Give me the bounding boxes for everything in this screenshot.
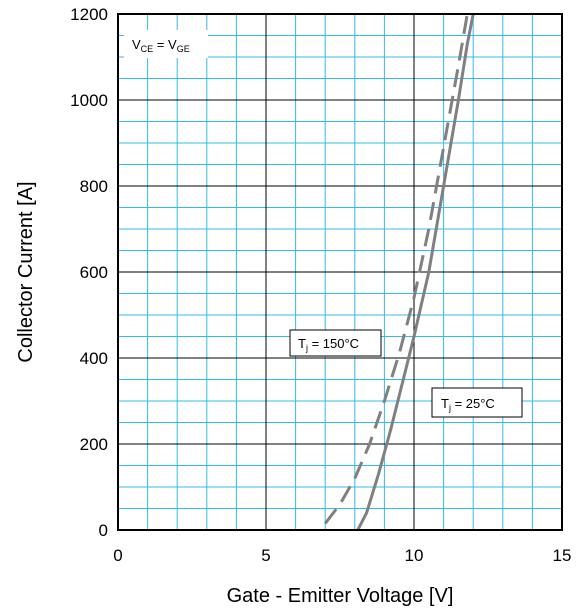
anno-t25-sub: j [448, 403, 451, 413]
x-tick-label: 0 [113, 546, 122, 565]
anno-t150-sub: j [305, 343, 308, 353]
series-layer [324, 13, 475, 531]
annotation-vce-vge-text: VCE = VGE [132, 37, 190, 54]
annotation-tj-150-text: Tj = 150°C [298, 336, 359, 353]
anno-v1-sub: CE [141, 44, 154, 54]
annotation-tj-150: Tj = 150°C [289, 329, 382, 357]
anno-v2-sub: GE [177, 44, 190, 54]
x-tick-label: 5 [261, 546, 270, 565]
y-axis-title: Collector Current [A] [15, 181, 37, 362]
annotation-vce-vge-box [124, 30, 208, 58]
y-tick-label: 0 [99, 521, 108, 540]
y-tick-label: 1200 [70, 5, 108, 24]
x-axis-title: Gate - Emitter Voltage [V] [227, 585, 454, 607]
x-tick-label: 15 [553, 546, 572, 565]
y-tick-label: 800 [80, 177, 108, 196]
anno-t150-tail: = 150°C [308, 336, 359, 351]
annotation-tj-25-box [431, 387, 523, 418]
anno-t25-tail: = 25°C [451, 396, 495, 411]
anno-v1: V [132, 37, 141, 52]
x-tick-label: 10 [405, 546, 424, 565]
y-tick-label: 200 [80, 435, 108, 454]
y-tick-label: 1000 [70, 91, 108, 110]
annotation-tj-25: Tj = 25°C [431, 387, 523, 418]
series-line-dashed [324, 13, 469, 525]
annotation-vce-vge: VCE = VGE [124, 30, 208, 58]
series-line-solid [356, 13, 475, 531]
y-tick-label: 400 [80, 349, 108, 368]
anno-v-mid: = V [153, 37, 177, 52]
tick-labels: 0 5 10 15 0 200 400 600 800 1000 1200 [70, 5, 571, 565]
anno-t150: T [298, 336, 306, 351]
annotation-tj-25-text: Tj = 25°C [441, 396, 495, 413]
major-grid [117, 13, 563, 531]
annotation-tj-150-box [289, 329, 382, 357]
plot-frame [117, 13, 563, 531]
anno-t25: T [441, 396, 449, 411]
y-tick-label: 600 [80, 263, 108, 282]
